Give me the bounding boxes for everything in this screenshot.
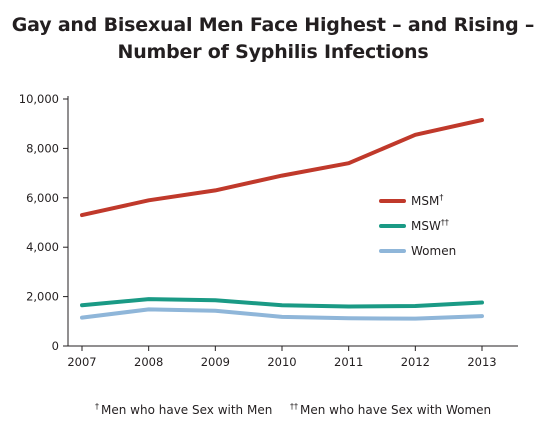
x-tick-label: 2007 [67,355,96,369]
y-tick-label: 8,000 [26,141,59,155]
y-tick-label: 10,000 [19,92,59,106]
x-tick-label: 2008 [134,355,163,369]
x-tick-label: 2010 [267,355,296,369]
legend-label-msw: MSW†† [411,218,449,233]
footnote-msm: † Men who have Sex with Men [95,402,272,417]
y-tick-label: 6,000 [26,191,59,205]
y-tick-label: 4,000 [26,240,59,254]
legend-label-women: Women [411,244,456,258]
footnote-msm-text: Men who have Sex with Men [101,403,273,417]
chart-title-line-1: Gay and Bisexual Men Face Highest – and … [11,14,535,36]
footnote-msw-text: Men who have Sex with Women [300,403,492,417]
x-tick-label: 2011 [334,355,363,369]
chart-title-line-2: Number of Syphilis Infections [117,41,429,63]
footnote-msw-marker: †† [290,402,298,411]
x-tick-label: 2012 [401,355,430,369]
series-line-women [80,307,484,321]
series-line-msm [80,118,484,218]
x-tick-label: 2013 [467,355,496,369]
y-tick-label: 2,000 [26,290,59,304]
y-tick-label: 0 [52,339,59,353]
chart-title: Gay and Bisexual Men Face Highest – and … [0,12,546,66]
footnote-msm-marker: † [95,402,99,411]
series-line-msw [80,297,484,309]
x-tick-label: 2009 [201,355,230,369]
legend-label-msm: MSM† [411,193,443,208]
footnote-msw: †† Men who have Sex with Women [290,402,491,417]
